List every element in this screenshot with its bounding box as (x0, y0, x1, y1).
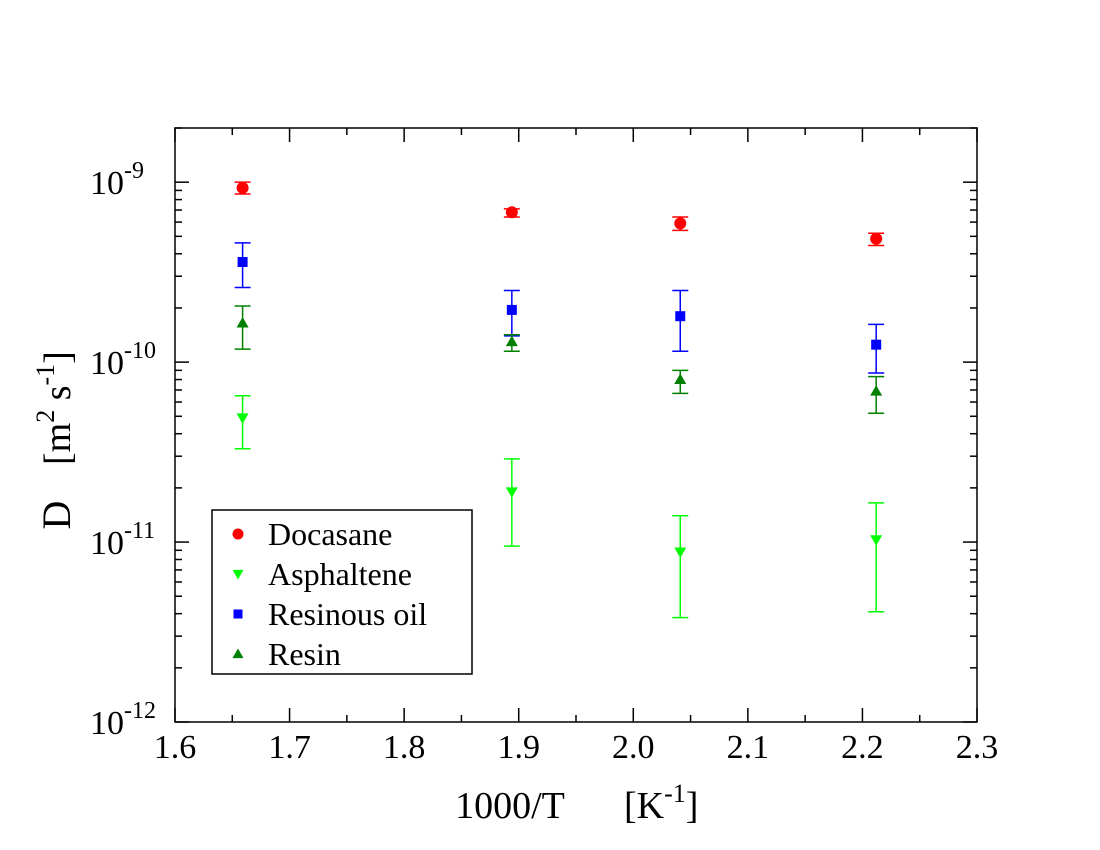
y-axis-units-exp1: 2 (31, 410, 60, 423)
x-tick-label: 2.3 (956, 729, 999, 766)
x-axis-label-main: 1000/T (455, 785, 565, 827)
y-axis-label: D (34, 501, 79, 530)
y-tick-label-exp: -12 (124, 698, 156, 724)
x-axis-units-open: [K (624, 785, 665, 827)
x-axis-units: [K-1] (624, 779, 698, 827)
y-axis-units-mid: s (37, 385, 79, 409)
y-tick-label: 10-11 (90, 518, 155, 562)
data-markers (236, 181, 883, 559)
x-axis-label: 1000/T (455, 785, 565, 827)
x-tick-label: 1.8 (383, 729, 426, 766)
x-tick-labels: 1.6 1.7 1.8 1.9 2.0 2.1 2.2 2.3 (154, 729, 999, 766)
legend-label-resin: Resin (268, 636, 341, 672)
x-axis-units-exp: -1 (664, 779, 686, 808)
legend-label-resinous-oil: Resinous oil (268, 596, 427, 632)
data-point-resin (505, 335, 518, 347)
data-point-asphaltene (674, 547, 687, 559)
y-tick-label: 10-10 (90, 338, 156, 382)
data-point-resinous-oil (506, 304, 517, 315)
y-tick-label-exp: -11 (124, 518, 155, 544)
y-axis-units-open: [m (37, 423, 79, 465)
data-point-resinous-oil (871, 339, 882, 350)
y-axis-label-group: D [m2 s-1] (31, 351, 79, 529)
x-tick-label: 1.6 (154, 729, 197, 766)
data-point-resin (236, 316, 249, 328)
x-tick-label: 2.2 (841, 729, 884, 766)
x-axis-units-close: ] (686, 785, 699, 827)
data-point-docasane (236, 181, 249, 194)
legend-marker-resinous-oil (233, 609, 243, 619)
legend-label-asphaltene: Asphaltene (268, 556, 412, 592)
data-point-docasane (870, 232, 883, 245)
y-tick-label: 10-9 (90, 158, 144, 202)
y-axis-units-close: ] (37, 351, 79, 364)
data-point-docasane (505, 206, 518, 219)
y-tick-label-base: 10 (90, 705, 124, 742)
y-tick-label-base: 10 (90, 525, 124, 562)
y-tick-label-base: 10 (90, 165, 124, 202)
y-tick-label-base: 10 (90, 345, 124, 382)
data-point-asphaltene (236, 413, 249, 424)
data-point-docasane (674, 217, 687, 230)
y-axis-units-exp2: -1 (31, 364, 60, 386)
y-tick-label: 10-12 (90, 698, 156, 742)
y-tick-label-exp: -9 (124, 158, 144, 184)
x-tick-label: 2.1 (727, 729, 770, 766)
y-tick-label-exp: -10 (124, 338, 156, 364)
x-tick-label: 2.0 (612, 729, 655, 766)
data-point-asphaltene (505, 487, 518, 498)
data-point-asphaltene (870, 535, 883, 546)
data-point-resin (674, 373, 687, 385)
axis-ticks (174, 127, 978, 723)
legend-marker-resin (232, 648, 244, 659)
y-axis-units: [m2 s-1] (31, 351, 79, 465)
legend-box (211, 509, 473, 675)
legend-marker-asphaltene (232, 569, 244, 580)
data-point-resinous-oil (237, 257, 248, 268)
data-point-resinous-oil (675, 311, 686, 322)
legend: Docasane Asphaltene Resinous oil Resin (211, 509, 473, 675)
legend-marker-docasane (232, 528, 244, 540)
legend-label-docasane: Docasane (268, 516, 392, 552)
x-tick-label: 1.9 (497, 729, 540, 766)
data-point-resin (870, 385, 883, 396)
x-tick-label: 1.7 (268, 729, 311, 766)
